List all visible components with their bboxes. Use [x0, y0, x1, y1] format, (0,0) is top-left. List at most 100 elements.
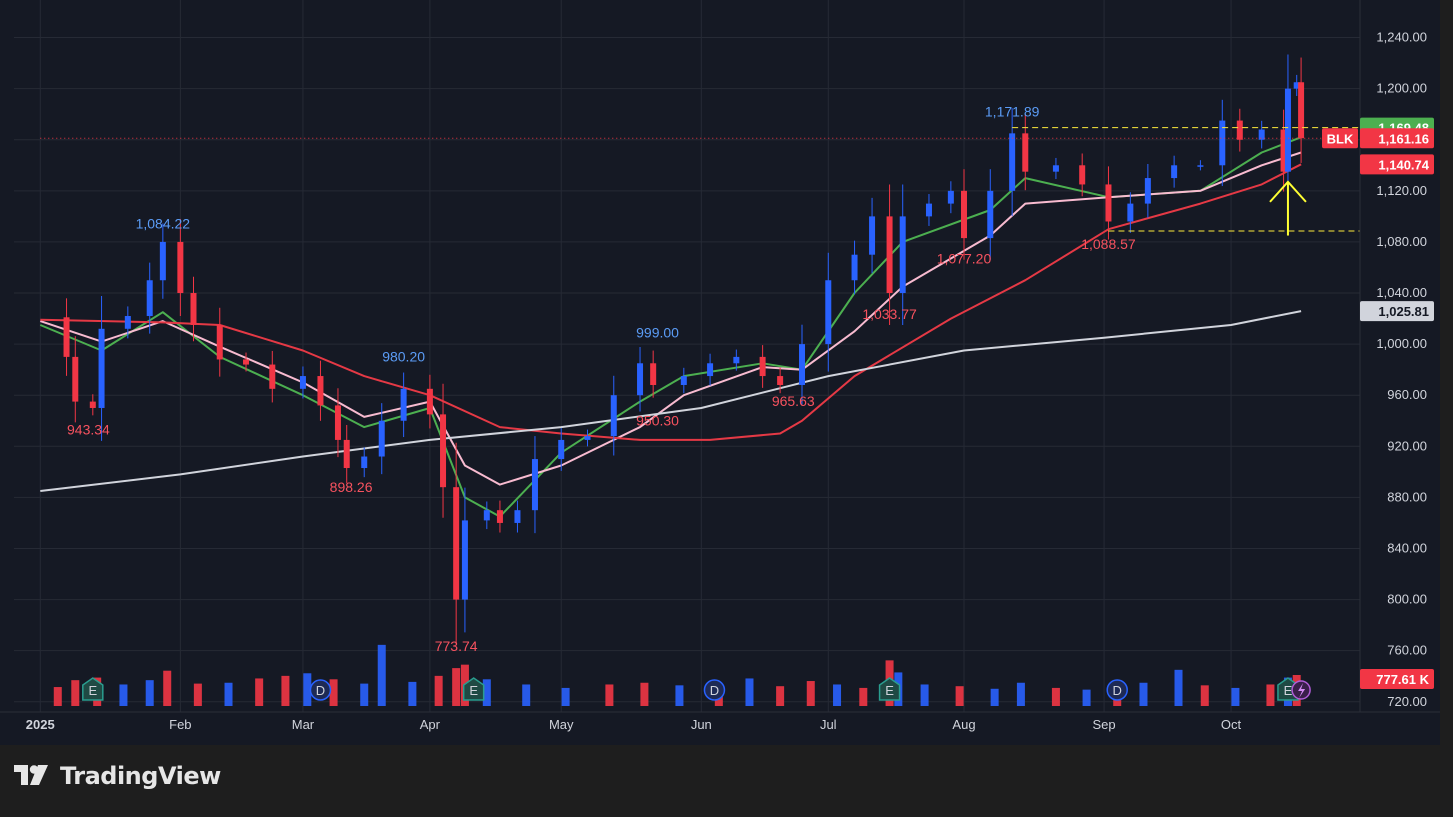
price-tag-box [1360, 128, 1434, 149]
event-letter: E [885, 683, 894, 698]
y-tick-label: 1,120.00 [1376, 183, 1427, 198]
price-tag-value: 1,025.81 [1378, 304, 1429, 319]
price-chart[interactable]: 1,084.22 943.34 898.26 980.20 773.74 999.00 95… [0, 0, 1440, 745]
volume-bar [119, 684, 128, 706]
candle-body [680, 376, 687, 385]
volume-bar [1266, 684, 1275, 706]
event-letter: E [469, 683, 478, 698]
volume-tag-value: 777.61 K [1376, 672, 1429, 687]
candle-body [269, 364, 276, 389]
price-extreme-label: 965.63 [772, 393, 815, 409]
tradingview-logo-icon [14, 765, 48, 785]
earnings-event-icon [878, 677, 901, 701]
volume-bar [776, 686, 785, 706]
price-tag-box [1360, 154, 1434, 175]
candle-body [851, 254, 858, 281]
moving-average-ema_mid [39, 151, 1302, 486]
candle-body [243, 359, 250, 365]
candle-body [886, 216, 893, 294]
candle-body [317, 376, 324, 406]
volume-bar [675, 685, 684, 706]
candle-body [159, 241, 166, 281]
candle-body [461, 520, 468, 600]
x-tick-label: Sep [1093, 717, 1116, 732]
candle-body [899, 216, 906, 294]
y-tick-label: 760.00 [1387, 643, 1427, 658]
price-extreme-label: 773.74 [435, 638, 478, 654]
volume-bar [303, 673, 312, 706]
x-tick-label: Oct [1221, 717, 1242, 732]
event-letter: E [1284, 683, 1293, 698]
volume-bar [1082, 689, 1091, 706]
volume-bar [806, 681, 815, 706]
candle-body [1258, 129, 1265, 140]
price-tag-value: 1,140.74 [1378, 157, 1429, 172]
candle-body [1079, 165, 1086, 185]
volume-bar [1051, 687, 1060, 706]
candle-body [426, 388, 433, 415]
candle-body [190, 293, 197, 325]
symbol-tag-label: BLK [1327, 131, 1354, 146]
moving-average-ema_fast [39, 136, 1302, 518]
candle-body [483, 510, 490, 521]
candle-body [1219, 120, 1226, 166]
candle-body [334, 405, 341, 440]
candle-body [1197, 165, 1204, 167]
candle-body [1144, 178, 1151, 204]
volume-bar [145, 680, 154, 706]
y-tick-label: 880.00 [1387, 489, 1427, 504]
y-tick-label: 800.00 [1387, 592, 1427, 607]
volume-bar [255, 678, 264, 706]
x-tick-label: Jun [691, 717, 712, 732]
symbol-tag-box [1322, 128, 1358, 149]
y-tick-label: 1,000.00 [1376, 336, 1427, 351]
candle-body [777, 376, 784, 385]
price-extreme-label: 999.00 [636, 324, 679, 340]
candle-body [960, 190, 967, 239]
candle-body [1022, 133, 1029, 172]
candle-body [759, 356, 766, 377]
candle-body [1127, 203, 1134, 222]
candle-body [299, 376, 306, 389]
volume-bar [281, 675, 290, 706]
volume-bar [920, 684, 929, 706]
price-extreme-label: 943.34 [67, 421, 110, 437]
y-tick-label: 1,080.00 [1376, 234, 1427, 249]
price-extreme-label: 1,171.89 [985, 104, 1040, 120]
volume-bar [224, 682, 233, 706]
volume-bar [482, 679, 491, 706]
volume-bar [859, 687, 868, 706]
candle-body [1293, 82, 1300, 89]
event-letter: D [1113, 683, 1122, 698]
candle-body [343, 439, 350, 469]
volume-bar [329, 679, 338, 706]
candle-body [1284, 88, 1291, 172]
candle-body [869, 216, 876, 255]
volume-bar [452, 668, 461, 706]
x-tick-label: Aug [952, 717, 975, 732]
candle-body [558, 439, 565, 460]
candle-body [1280, 129, 1287, 172]
candle-body [216, 324, 223, 360]
volume-bar [522, 684, 531, 706]
volume-bar [1200, 685, 1209, 706]
volume-bar [71, 680, 80, 706]
event-letter: D [316, 683, 325, 698]
volume-bar [605, 684, 614, 706]
candle-body [610, 395, 617, 437]
annotation-arrow-head [1269, 180, 1307, 203]
volume-bar [377, 644, 386, 706]
price-tag-value: 1,161.16 [1378, 131, 1429, 146]
candle-body [733, 356, 740, 364]
dividend-event-icon [1106, 679, 1128, 701]
candle-body [400, 388, 407, 421]
candle-body [177, 241, 184, 294]
volume-bar [1139, 682, 1148, 706]
candle-body [987, 190, 994, 239]
candle-body [1171, 165, 1178, 179]
time-axis-background [0, 712, 1440, 745]
candle-body [98, 328, 105, 408]
y-tick-label: 920.00 [1387, 438, 1427, 453]
x-tick-label: Jul [820, 717, 837, 732]
volume-bar [434, 675, 443, 706]
